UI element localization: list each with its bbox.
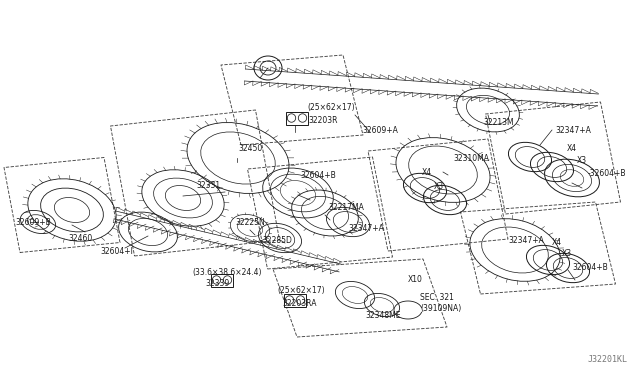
Bar [211,273,233,286]
Text: 32339: 32339 [205,279,229,288]
Text: 32604+B: 32604+B [572,263,608,273]
Text: 32347+A: 32347+A [348,224,384,232]
Text: 32609+A: 32609+A [362,125,398,135]
Text: (25×62×17): (25×62×17) [277,285,324,295]
Text: (39109NA): (39109NA) [420,304,461,312]
Bar [286,112,308,125]
Text: X3: X3 [577,155,587,164]
Text: 32310MA: 32310MA [453,154,489,163]
Text: 32203R: 32203R [308,115,337,125]
Text: J32201KL: J32201KL [588,355,628,364]
Text: 32348ME: 32348ME [365,311,401,320]
Text: SEC. 321: SEC. 321 [420,294,454,302]
Text: X10: X10 [408,276,423,285]
Bar [284,294,306,307]
Text: 32609+B: 32609+B [15,218,51,227]
Text: 32285D: 32285D [262,235,292,244]
Text: (33.6×38.6×24.4): (33.6×38.6×24.4) [192,267,262,276]
Text: X4: X4 [422,167,432,176]
Text: 32203RA: 32203RA [282,298,317,308]
Text: X3: X3 [562,250,572,259]
Text: 32347+A: 32347+A [555,125,591,135]
Text: 32331: 32331 [196,180,220,189]
Text: (25×62×17): (25×62×17) [307,103,355,112]
Text: 32213M: 32213M [483,118,514,126]
Text: X4: X4 [567,144,577,153]
Text: 32604+Ι: 32604+Ι [100,247,133,257]
Text: 32460: 32460 [68,234,92,243]
Text: 32604+B: 32604+B [300,170,336,180]
Text: 32347+A: 32347+A [508,235,544,244]
Text: 32450: 32450 [238,144,262,153]
Text: -32604+B: -32604+B [588,169,627,177]
Text: X3: X3 [434,182,444,190]
Text: X4: X4 [552,237,562,247]
Text: 32225N: 32225N [235,218,265,227]
Text: 32217MA: 32217MA [328,202,364,212]
